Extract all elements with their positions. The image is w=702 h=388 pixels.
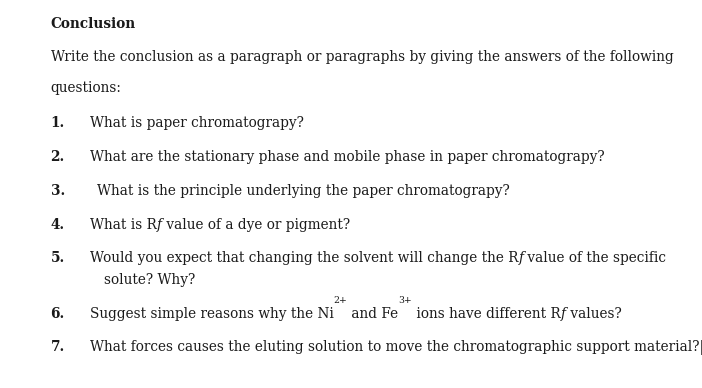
Text: ions have different R: ions have different R [412, 307, 561, 320]
Text: Write the conclusion as a paragraph or paragraphs by giving the answers of the f: Write the conclusion as a paragraph or p… [51, 50, 673, 64]
Text: 6.: 6. [51, 307, 65, 320]
Text: What is R: What is R [90, 218, 157, 232]
Text: 2+: 2+ [333, 296, 347, 305]
Text: questions:: questions: [51, 81, 121, 95]
Text: value of a dye or pigment?: value of a dye or pigment? [161, 218, 350, 232]
Text: 4.: 4. [51, 218, 65, 232]
Text: and Fe: and Fe [347, 307, 399, 320]
Text: f: f [518, 251, 524, 265]
Text: Would you expect that changing the solvent will change the R: Would you expect that changing the solve… [90, 251, 518, 265]
Text: f: f [157, 218, 161, 232]
Text: What is the principle underlying the paper chromatograpy?: What is the principle underlying the pap… [97, 184, 510, 198]
Text: Conclusion: Conclusion [51, 17, 135, 31]
Text: 7.: 7. [51, 340, 65, 354]
Text: values?: values? [566, 307, 622, 320]
Text: What forces causes the eluting solution to move the chromatographic support mate: What forces causes the eluting solution … [90, 340, 702, 355]
Text: 1.: 1. [51, 116, 65, 130]
Text: value of the specific: value of the specific [524, 251, 666, 265]
Text: 2.: 2. [51, 150, 65, 164]
Text: 3+: 3+ [399, 296, 412, 305]
Text: solute? Why?: solute? Why? [104, 273, 195, 287]
Text: 3.: 3. [51, 184, 65, 198]
Text: Suggest simple reasons why the Ni: Suggest simple reasons why the Ni [90, 307, 333, 320]
Text: What are the stationary phase and mobile phase in paper chromatograpy?: What are the stationary phase and mobile… [90, 150, 604, 164]
Text: f: f [561, 307, 566, 320]
Text: What is paper chromatograpy?: What is paper chromatograpy? [90, 116, 304, 130]
Text: 5.: 5. [51, 251, 65, 265]
